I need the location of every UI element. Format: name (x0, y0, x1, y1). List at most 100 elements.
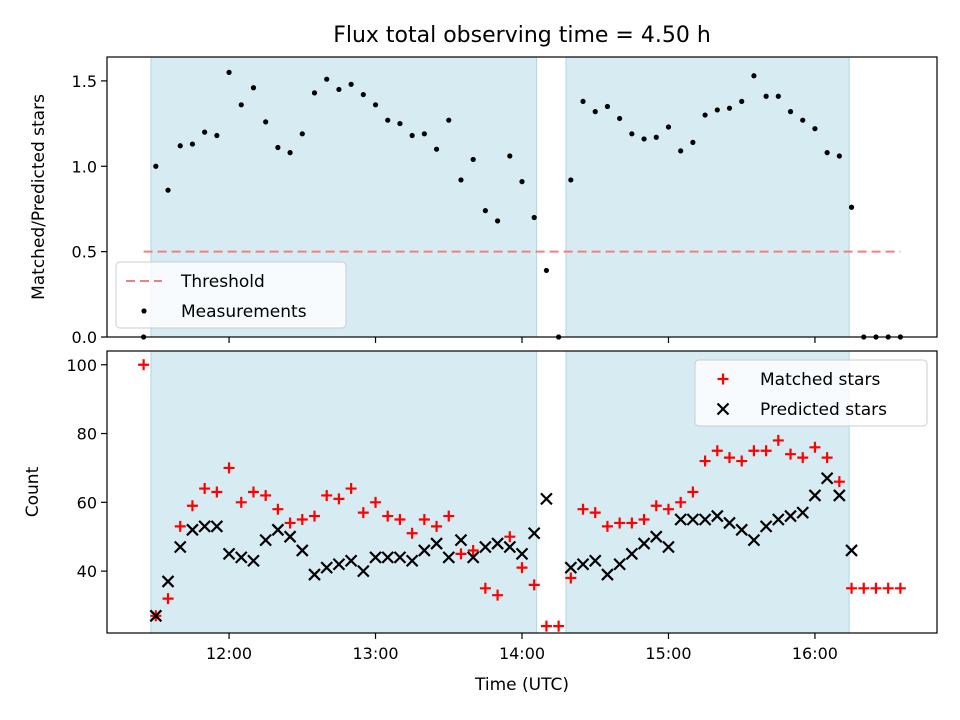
data-point (458, 177, 464, 183)
data-point (726, 105, 733, 111)
data-point (836, 153, 842, 159)
data-point (617, 115, 623, 122)
data-point (564, 561, 578, 574)
data-point (433, 146, 440, 152)
data-point (577, 503, 589, 515)
data-point (527, 526, 541, 540)
data-point (702, 112, 708, 118)
data-point (421, 131, 427, 137)
data-point (846, 582, 858, 594)
data-point (604, 103, 611, 110)
observing-interval-band (150, 350, 538, 634)
data-point (492, 589, 504, 601)
bottom-panel: 12:00 13:00 14:00 15:00 16:00 40 60 80 100 Count… (23, 350, 938, 695)
x-tick-label: 14:00 (499, 644, 545, 663)
data-point (665, 124, 672, 130)
data-point (393, 551, 407, 564)
data-point (797, 452, 809, 464)
y-tick-label: 1.0 (72, 157, 97, 176)
legend-swatch (141, 308, 147, 314)
data-point (833, 476, 845, 488)
data-point (418, 544, 431, 557)
data-point (247, 486, 259, 498)
data-point (674, 513, 687, 526)
data-point (629, 131, 635, 137)
top-y-axis-label: Matched/Predicted stars (29, 94, 49, 300)
data-point (442, 551, 456, 564)
data-point (406, 527, 418, 539)
data-point (446, 117, 452, 123)
data-point (747, 533, 761, 547)
data-point (759, 520, 773, 533)
data-point (431, 520, 443, 532)
data-point (309, 510, 320, 522)
data-point (698, 513, 712, 526)
x-axis-label: Time (UTC) (474, 675, 569, 695)
data-point (238, 102, 244, 108)
data-point (372, 102, 379, 108)
data-point (580, 98, 586, 104)
data-point (177, 143, 183, 149)
observing-interval-band (565, 56, 850, 338)
data-point (787, 109, 794, 115)
data-point (336, 86, 342, 93)
data-point (736, 455, 748, 467)
data-point (519, 179, 525, 185)
data-point (796, 506, 810, 519)
data-point (531, 214, 537, 221)
data-point (824, 150, 830, 156)
data-point (455, 548, 467, 560)
data-point (345, 483, 357, 495)
data-point (735, 523, 748, 537)
data-point (311, 90, 318, 96)
data-point (540, 620, 552, 632)
data-point (479, 540, 492, 554)
data-point (138, 359, 150, 371)
data-point (820, 471, 834, 485)
data-point (858, 582, 870, 594)
data-point (833, 489, 846, 502)
data-point (515, 547, 529, 561)
data-point (149, 609, 163, 623)
data-point (470, 156, 476, 163)
data-point (271, 523, 285, 537)
data-point (601, 520, 613, 532)
data-point (348, 81, 354, 87)
data-point (553, 620, 565, 632)
chart-title: Flux total observing time = 4.50 h (333, 23, 711, 48)
data-point (870, 582, 882, 594)
legend-label: Threshold (180, 272, 265, 292)
data-point (678, 148, 684, 154)
data-point (785, 448, 797, 460)
data-point (650, 500, 662, 512)
data-point (882, 582, 894, 594)
legend: Threshold Measurements (115, 261, 347, 329)
data-point (504, 531, 516, 543)
data-point (235, 496, 247, 508)
data-point (260, 489, 272, 501)
data-point (296, 514, 308, 526)
data-point (454, 533, 468, 547)
data-point (540, 492, 553, 506)
data-point (711, 509, 724, 523)
y-tick-label: 0.0 (72, 328, 97, 347)
data-point (186, 500, 198, 512)
data-point (357, 507, 369, 519)
data-point (653, 134, 659, 140)
data-point (699, 455, 711, 467)
y-tick-label: 0.5 (72, 243, 97, 262)
data-point (662, 540, 675, 554)
data-point (370, 496, 382, 508)
data-point (397, 120, 403, 127)
data-point (812, 126, 818, 132)
data-point (714, 107, 720, 113)
data-point (222, 547, 236, 561)
legend-label: Matched stars (760, 370, 880, 390)
data-point (214, 132, 220, 139)
data-point (576, 557, 590, 571)
data-point (565, 572, 577, 584)
data-point (250, 85, 257, 91)
y-tick-label: 80 (77, 425, 97, 444)
data-point (637, 537, 651, 550)
data-point (675, 496, 687, 508)
